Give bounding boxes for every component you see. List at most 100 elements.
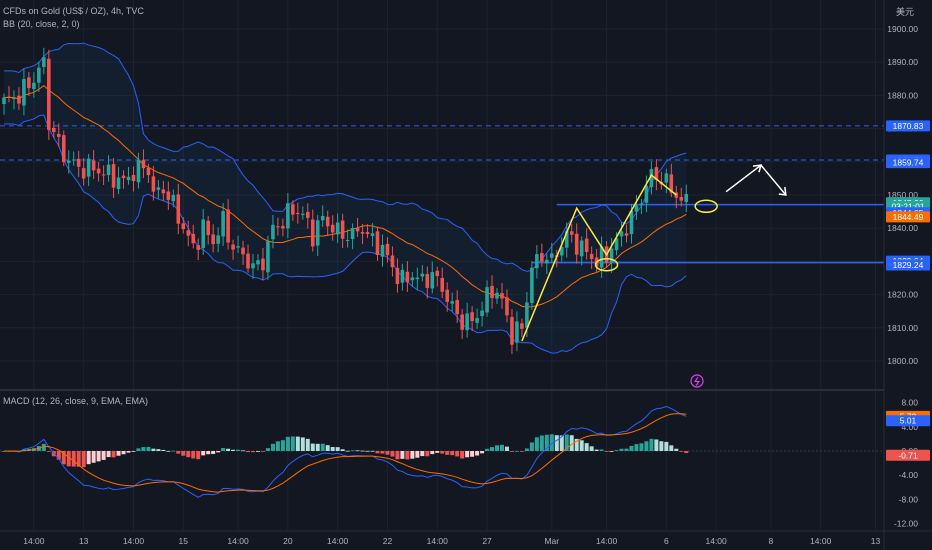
candle-body <box>390 255 395 268</box>
candle-body <box>291 204 295 215</box>
candle-body <box>530 267 534 304</box>
macd-histogram-bar <box>539 435 544 451</box>
macd-histogram-bar <box>624 448 629 451</box>
drawing-annotations[interactable] <box>521 164 787 342</box>
macd-histogram-bar <box>285 436 290 451</box>
macd-histogram-bar <box>495 445 500 451</box>
candle-body <box>256 260 260 265</box>
candle-body <box>151 176 156 192</box>
candle-body <box>634 205 639 212</box>
candle-body <box>325 216 330 227</box>
macd-histogram-bar <box>609 451 614 452</box>
candle-body <box>156 187 161 190</box>
candle-body <box>330 224 335 233</box>
candle-body <box>365 232 370 235</box>
candle-body <box>17 95 21 104</box>
time-tick-label: 6 <box>664 536 669 546</box>
time-tick-label: 15 <box>179 536 189 546</box>
candle-body <box>96 168 101 174</box>
macd-histogram-bar <box>674 448 679 451</box>
candle-body <box>574 233 579 255</box>
time-tick-label: 27 <box>482 536 492 546</box>
macd-histogram-bar <box>465 451 470 458</box>
lightning-icon[interactable] <box>690 374 704 388</box>
bollinger-bands <box>3 42 687 354</box>
candle-body <box>470 312 474 322</box>
macd-histogram-bar <box>275 441 280 451</box>
macd-histogram-bar <box>385 451 390 455</box>
macd-histogram-bar <box>544 434 549 451</box>
horizontal-levels[interactable] <box>0 125 884 264</box>
macd-histogram-bar <box>116 451 121 456</box>
macd-histogram-bar <box>634 444 639 451</box>
macd-histogram-bar <box>405 451 410 460</box>
macd-histogram-bar <box>151 448 156 451</box>
candle-body <box>455 300 459 315</box>
macd-histogram-bar <box>325 445 330 451</box>
candle-body <box>335 222 340 235</box>
currency-label[interactable]: 美元 <box>896 7 915 17</box>
time-tick-label: 14:00 <box>123 536 145 546</box>
yellow-ellipse[interactable] <box>594 257 619 272</box>
macd-histogram-bar <box>111 451 116 458</box>
candle-body <box>505 297 509 316</box>
candle-body <box>445 289 450 302</box>
macd-histogram-bar <box>126 451 131 453</box>
macd-histogram-bar <box>664 441 669 451</box>
candle-body <box>465 313 469 331</box>
candle-body <box>211 234 215 245</box>
candle-body <box>32 82 36 90</box>
macd-line <box>3 405 687 498</box>
macd-histogram-bar <box>420 451 425 457</box>
bb-indicator-label[interactable]: BB (20, close, 2, 0) <box>3 19 80 29</box>
macd-histogram-bar <box>684 451 689 454</box>
candle-body <box>186 230 191 236</box>
candle-body <box>405 271 410 283</box>
candle-body <box>475 318 479 323</box>
level-tag-bg <box>886 120 930 132</box>
macd-histogram-bar <box>340 449 345 451</box>
candle-body <box>375 231 380 255</box>
macd-histogram-bar <box>475 451 480 456</box>
yellow-ellipse[interactable] <box>694 199 718 214</box>
candle-body <box>664 173 669 183</box>
macd-histogram-bar <box>365 450 370 452</box>
macd-histogram-bar <box>251 451 255 453</box>
macd-histogram-bar <box>514 450 519 452</box>
yellow-trend-path[interactable] <box>521 173 677 342</box>
candle-body <box>564 231 569 248</box>
white-arrowhead[interactable] <box>778 186 787 196</box>
macd-histogram-bar <box>46 451 51 452</box>
candle-body <box>480 310 484 317</box>
symbol-title[interactable]: CFDs on Gold (US$ / OZ), 4h, TVC <box>3 6 144 16</box>
macd-indicator-label[interactable]: MACD (12, 26, close, 9, EMA, EMA) <box>3 396 149 406</box>
candle-body <box>540 253 544 262</box>
macd-histogram-bar <box>524 448 529 451</box>
macd-histogram-bar <box>380 451 385 454</box>
candle-body <box>246 253 250 269</box>
macd-histogram-bar <box>270 443 275 451</box>
macd-histogram-bar <box>509 451 514 452</box>
macd-histogram-bar <box>330 446 335 451</box>
candle-body <box>345 240 350 242</box>
macd-histogram-bar <box>56 451 61 460</box>
candle-body <box>251 263 255 269</box>
macd-histogram-bar <box>440 451 445 454</box>
candle-body <box>231 244 235 250</box>
candle-body <box>315 220 320 246</box>
macd-histogram-bar <box>534 437 539 451</box>
price-tag-bg <box>886 211 930 223</box>
white-projection-path[interactable] <box>725 164 787 196</box>
candle-body <box>161 189 166 194</box>
macd-histogram-bar <box>176 451 181 454</box>
candle-body <box>116 177 121 189</box>
candle-body <box>619 231 624 237</box>
time-tick-label: 20 <box>283 536 293 546</box>
bb-fill <box>4 43 687 354</box>
candle-body <box>27 77 31 89</box>
candle-body <box>440 277 445 292</box>
candle-body <box>191 233 196 244</box>
macd-histogram-bar <box>375 451 380 454</box>
white-apex[interactable] <box>752 164 762 173</box>
